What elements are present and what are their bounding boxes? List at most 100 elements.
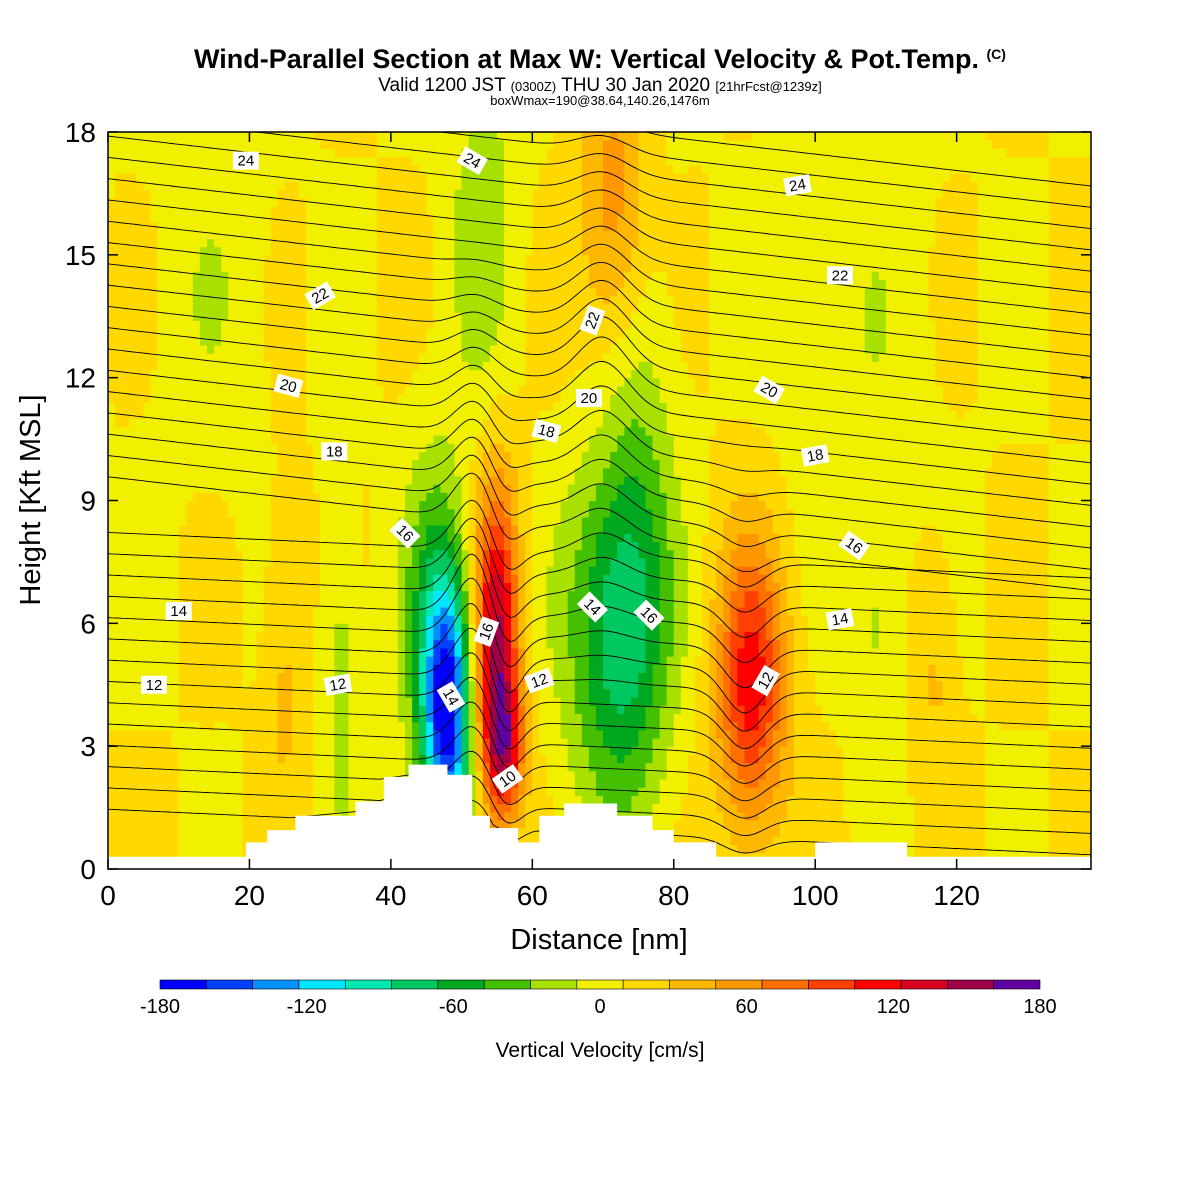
w-cell [122,205,130,215]
w-cell [192,754,201,764]
w-cell [376,606,385,616]
w-cell [313,492,321,502]
w-cell [221,426,229,436]
w-cell [129,238,137,248]
w-cell [256,418,265,428]
w-cell [362,394,371,403]
w-cell [270,451,279,461]
w-cell [426,377,434,387]
w-cell [482,754,491,764]
w-cell [405,132,413,141]
w-cell [482,353,491,362]
w-cell [171,770,180,780]
w-cell [263,705,272,715]
w-cell [412,574,420,583]
w-cell [482,590,491,600]
w-cell [390,566,399,575]
w-cell [136,697,144,706]
w-cell [242,664,251,674]
w-cell [475,385,484,395]
w-cell [157,426,166,436]
w-cell [115,729,123,739]
w-cell [270,492,279,502]
w-cell [405,369,413,379]
w-cell [277,582,286,592]
w-cell [235,623,243,633]
w-cell [122,541,130,551]
w-cell [157,156,166,166]
w-cell [277,426,286,436]
w-cell [376,369,385,379]
w-cell [461,263,470,272]
w-cell [327,508,335,518]
w-cell [412,590,420,600]
w-cell [192,762,201,772]
w-cell [291,475,300,485]
w-cell [284,263,293,272]
w-cell [270,246,279,256]
w-cell [362,533,371,543]
w-cell [235,443,243,452]
w-cell [108,574,116,583]
w-cell [390,680,399,690]
w-cell [376,508,385,518]
w-cell [376,361,385,371]
w-cell [270,737,279,747]
w-cell [242,230,251,240]
w-cell [454,533,463,543]
w-cell [447,762,456,772]
w-cell [157,516,166,526]
w-cell [369,508,378,518]
w-cell [433,254,441,264]
w-cell [242,205,251,215]
w-cell [433,303,441,313]
w-cell [426,451,434,461]
w-cell [192,811,201,821]
w-cell [178,377,187,387]
w-cell [482,484,491,493]
w-cell [277,181,286,190]
w-cell [426,746,434,755]
w-cell [228,222,236,231]
w-cell [171,713,180,723]
w-cell [242,394,251,403]
w-cell [489,475,498,485]
w-cell [249,508,258,518]
w-cell [270,394,279,403]
w-cell [214,377,222,387]
w-cell [390,312,399,321]
w-cell [221,606,229,616]
w-cell [348,410,357,420]
w-cell [426,574,434,583]
w-cell [270,140,279,149]
w-cell [157,459,166,469]
w-cell [348,426,357,436]
w-cell [298,230,307,240]
w-cell [150,320,159,330]
w-cell [348,557,357,567]
w-cell [249,132,258,141]
w-cell [320,803,328,813]
w-cell [475,795,484,805]
w-cell [136,672,144,682]
w-cell [291,172,300,182]
w-cell [313,516,321,526]
w-cell [334,181,342,190]
w-cell [228,500,236,510]
w-cell [447,394,456,403]
w-cell [214,312,222,321]
w-cell [108,418,116,428]
w-cell [313,132,321,141]
w-cell [143,754,152,764]
w-cell [207,295,215,305]
w-cell [468,746,477,755]
w-cell [475,410,484,420]
w-cell [376,705,385,715]
w-cell [143,664,152,674]
w-cell [192,402,201,412]
w-cell [355,132,364,141]
w-cell [397,148,406,158]
w-cell [228,385,236,395]
w-cell [277,336,286,346]
w-cell [348,271,357,280]
